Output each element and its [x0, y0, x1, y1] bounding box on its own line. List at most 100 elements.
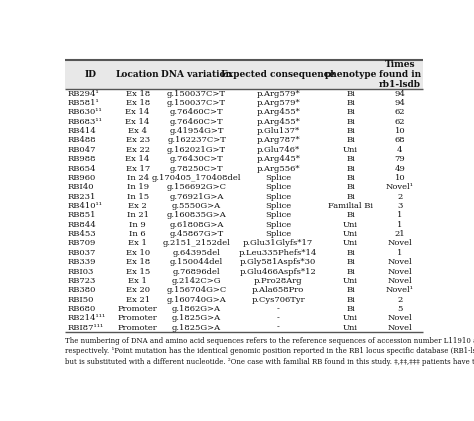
Text: p.Arg445*: p.Arg445* [256, 155, 301, 163]
Text: Location: Location [116, 70, 159, 79]
Text: g.61808G>A: g.61808G>A [169, 221, 224, 229]
Text: Bi: Bi [346, 267, 355, 275]
Text: RBI40: RBI40 [68, 183, 94, 191]
Text: g.1825G>A: g.1825G>A [172, 314, 221, 322]
Text: Bi: Bi [346, 211, 355, 219]
Text: Bi: Bi [346, 296, 355, 304]
Text: Splice: Splice [265, 211, 292, 219]
Text: Uni: Uni [343, 277, 358, 285]
Text: p.Arg787*: p.Arg787* [256, 136, 300, 144]
Text: g.150044del: g.150044del [170, 258, 223, 266]
Text: 94: 94 [394, 99, 405, 107]
Text: Novel: Novel [388, 267, 412, 275]
Text: Uni: Uni [343, 221, 358, 229]
Text: 68: 68 [395, 136, 405, 144]
Text: 79: 79 [394, 155, 405, 163]
Bar [65, 60, 423, 89]
Text: Ex 18: Ex 18 [126, 90, 150, 98]
Text: RB680: RB680 [68, 305, 96, 313]
Text: RB988: RB988 [68, 155, 96, 163]
Text: -: - [277, 324, 280, 332]
Text: g.76921G>A: g.76921G>A [169, 193, 224, 201]
Text: Ex 2: Ex 2 [128, 202, 147, 210]
Text: In 15: In 15 [127, 193, 149, 201]
Text: RB851: RB851 [68, 211, 96, 219]
Text: -: - [277, 314, 280, 322]
Text: Expected consequence: Expected consequence [221, 70, 335, 79]
Text: Ex 23: Ex 23 [126, 136, 150, 144]
Text: RBI50: RBI50 [68, 296, 94, 304]
Text: RB380: RB380 [68, 286, 96, 294]
Text: 49: 49 [394, 165, 405, 173]
Text: RB410¹¹: RB410¹¹ [68, 202, 103, 210]
Text: Novel: Novel [388, 324, 412, 332]
Text: g.150037C>T: g.150037C>T [167, 99, 226, 107]
Text: Bi: Bi [346, 155, 355, 163]
Text: Ex 4: Ex 4 [128, 127, 147, 135]
Text: Novel: Novel [388, 314, 412, 322]
Text: p.Arg455*: p.Arg455* [256, 109, 300, 117]
Text: Novel¹: Novel¹ [386, 183, 414, 191]
Text: Familial Bi: Familial Bi [328, 202, 373, 210]
Text: Bi: Bi [346, 136, 355, 144]
Text: Novel: Novel [388, 258, 412, 266]
Text: RB453: RB453 [68, 230, 96, 238]
Text: Uni: Uni [343, 230, 358, 238]
Text: g.45867G>T: g.45867G>T [169, 230, 224, 238]
Text: RB844: RB844 [68, 221, 97, 229]
Text: RB037: RB037 [68, 249, 96, 257]
Text: RB630¹¹: RB630¹¹ [68, 109, 102, 117]
Text: g.78250C>T: g.78250C>T [170, 165, 223, 173]
Text: Splice: Splice [265, 202, 292, 210]
Text: In 19: In 19 [127, 183, 149, 191]
Text: g.1862G>A: g.1862G>A [172, 305, 221, 313]
Text: Splice: Splice [265, 174, 292, 182]
Text: Ex 14: Ex 14 [126, 118, 150, 126]
Text: g.76896del: g.76896del [173, 267, 220, 275]
Text: g.2142C>G: g.2142C>G [172, 277, 221, 285]
Text: RB294¹: RB294¹ [68, 90, 100, 98]
Text: Ex 15: Ex 15 [126, 267, 150, 275]
Text: p.Arg556*: p.Arg556* [256, 165, 300, 173]
Text: 1: 1 [397, 211, 402, 219]
Text: p.Leu335Phefs*14: p.Leu335Phefs*14 [239, 249, 318, 257]
Text: 1: 1 [397, 249, 402, 257]
Text: g.162237C>T: g.162237C>T [167, 136, 226, 144]
Text: RB723: RB723 [68, 277, 96, 285]
Text: -: - [277, 305, 280, 313]
Text: Ex 1: Ex 1 [128, 240, 147, 248]
Text: g.41954G>T: g.41954G>T [169, 127, 224, 135]
Text: Bi: Bi [346, 99, 355, 107]
Text: g.76430C>T: g.76430C>T [170, 155, 223, 163]
Text: Ex 17: Ex 17 [126, 165, 150, 173]
Text: In 24: In 24 [127, 174, 149, 182]
Text: RB654: RB654 [68, 165, 96, 173]
Text: Ex 22: Ex 22 [126, 146, 150, 154]
Text: Bi: Bi [346, 118, 355, 126]
Text: g.162021G>T: g.162021G>T [167, 146, 226, 154]
Text: Ex 1: Ex 1 [128, 277, 147, 285]
Text: RBI87¹¹¹: RBI87¹¹¹ [68, 324, 104, 332]
Text: In 21: In 21 [127, 211, 149, 219]
Text: Bi: Bi [346, 183, 355, 191]
Text: 4: 4 [397, 146, 403, 154]
Text: p.Glu746*: p.Glu746* [256, 146, 300, 154]
Text: Novel: Novel [388, 240, 412, 248]
Text: g.170405_170408del: g.170405_170408del [152, 174, 241, 182]
Text: Uni: Uni [343, 240, 358, 248]
Text: g.76460C>T: g.76460C>T [170, 109, 223, 117]
Text: Bi: Bi [346, 305, 355, 313]
Text: Novel¹: Novel¹ [386, 286, 414, 294]
Text: Ex 18: Ex 18 [126, 258, 150, 266]
Text: RB488: RB488 [68, 136, 96, 144]
Text: Ex 14: Ex 14 [126, 155, 150, 163]
Text: RB231: RB231 [68, 193, 96, 201]
Text: Ex 18: Ex 18 [126, 99, 150, 107]
Text: Promoter: Promoter [118, 305, 157, 313]
Text: Ex 21: Ex 21 [126, 296, 150, 304]
Text: Splice: Splice [265, 193, 292, 201]
Text: 94: 94 [394, 90, 405, 98]
Text: Bi: Bi [346, 249, 355, 257]
Text: g.160740G>A: g.160740G>A [167, 296, 227, 304]
Text: 5: 5 [397, 305, 402, 313]
